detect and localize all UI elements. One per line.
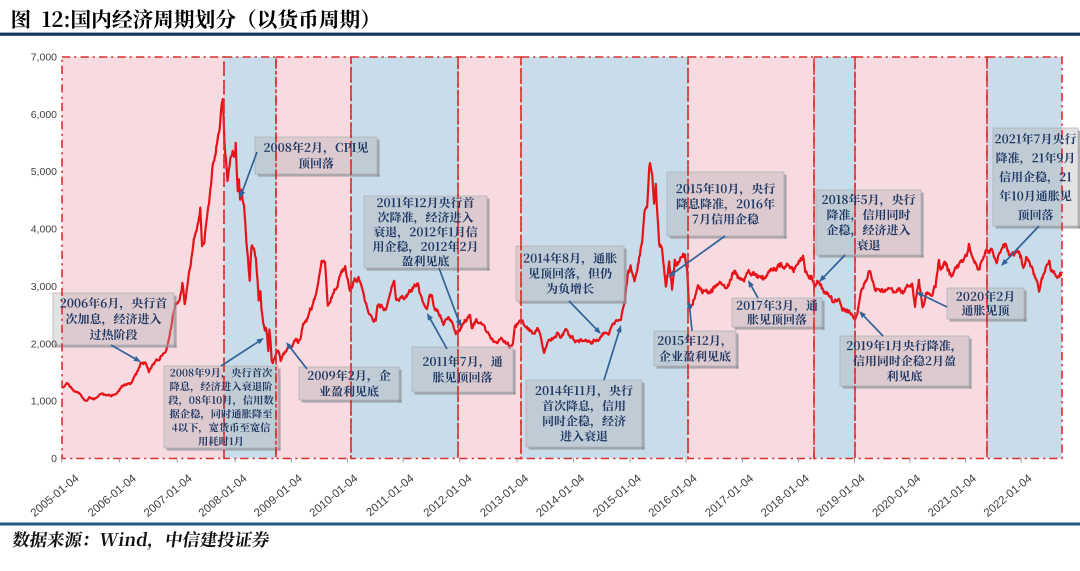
svg-text:5,000: 5,000 [31,166,57,178]
svg-text:7,000: 7,000 [31,52,57,64]
svg-text:2,000: 2,000 [31,338,57,350]
svg-text:1,000: 1,000 [31,396,57,408]
svg-text:0: 0 [51,453,57,465]
svg-text:3,000: 3,000 [31,281,57,293]
svg-text:4,000: 4,000 [31,224,57,236]
svg-text:6,000: 6,000 [31,109,57,121]
